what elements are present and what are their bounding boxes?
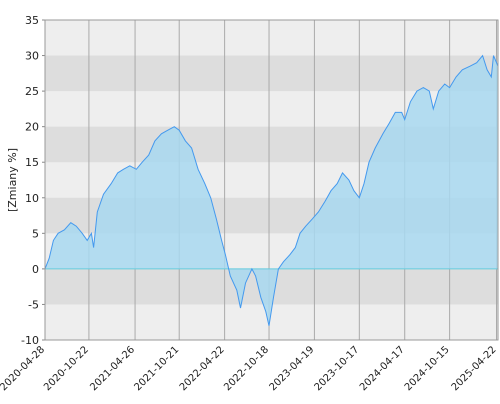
x-tick-label: 2022-04-22 xyxy=(178,344,227,393)
x-tick-label: 2021-04-26 xyxy=(88,344,137,393)
plot-border xyxy=(44,19,499,341)
series-line xyxy=(44,54,499,326)
y-tick-label: 5 xyxy=(32,227,39,240)
x-tick-label: 2024-10-15 xyxy=(403,344,452,393)
x-tick-label: 2023-04-19 xyxy=(268,344,317,393)
x-tick-label: 2020-10-22 xyxy=(42,344,91,393)
y-tick-label: -5 xyxy=(28,298,39,311)
x-tick-label: 2024-04-17 xyxy=(358,344,407,393)
x-tick-label: 2023-10-17 xyxy=(313,344,362,393)
y-tick-label: 15 xyxy=(25,156,39,169)
y-axis-label: [Zmiany %] xyxy=(6,148,19,212)
x-tick-label: 2020-04-28 xyxy=(0,344,47,393)
y-tick-label: 0 xyxy=(32,263,39,276)
y-tick-label: 25 xyxy=(25,85,39,98)
y-tick-label: -10 xyxy=(21,334,39,347)
y-tick-label: 30 xyxy=(25,50,39,63)
x-tick-label: 2022-10-18 xyxy=(222,344,271,393)
grid-band xyxy=(45,55,498,92)
area-fill xyxy=(45,55,498,326)
x-tick-label: 2025-04-22 xyxy=(450,344,499,393)
y-tick-label: 20 xyxy=(25,121,39,134)
y-tick-label: 10 xyxy=(25,192,39,205)
x-tick-label: 2021-10-21 xyxy=(132,344,181,393)
y-tick-label: 35 xyxy=(25,14,39,27)
